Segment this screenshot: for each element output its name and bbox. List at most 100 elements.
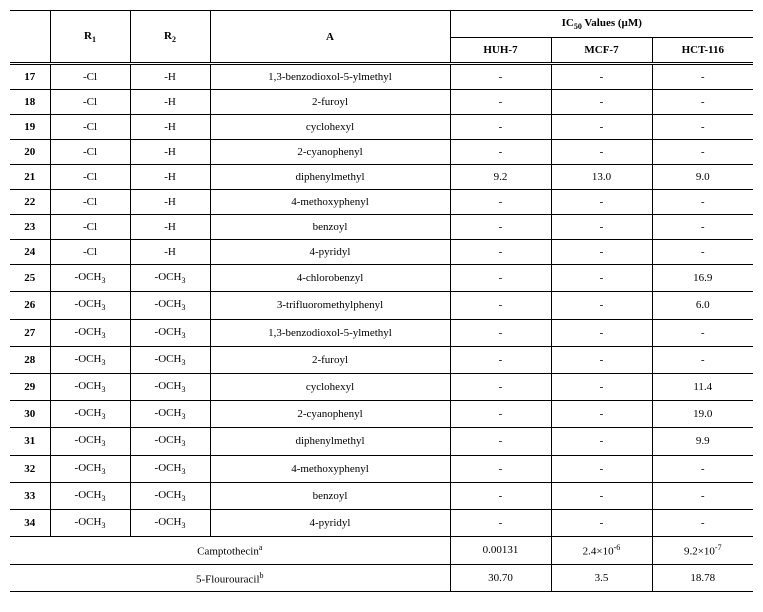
footer-huh7: 0.00131: [450, 537, 551, 565]
col-index: [10, 11, 50, 64]
table-row: 25-OCH3-OCH34-chlorobenzyl--16.9: [10, 265, 753, 292]
row-huh7: -: [450, 401, 551, 428]
row-mcf7: -: [551, 373, 652, 400]
row-hct116: 19.0: [652, 401, 753, 428]
row-id: 23: [10, 215, 50, 240]
row-huh7: -: [450, 428, 551, 455]
row-a: 4-methoxyphenyl: [210, 190, 450, 215]
row-r1: -OCH3: [50, 319, 130, 346]
row-r2: -OCH3: [130, 428, 210, 455]
row-r1: -OCH3: [50, 292, 130, 319]
footer-label: Camptothecina: [10, 537, 450, 565]
row-r2: -OCH3: [130, 401, 210, 428]
row-hct116: 16.9: [652, 265, 753, 292]
table-header: R1 R2 A IC50 Values (µM) HUH-7 MCF-7 HCT…: [10, 11, 753, 64]
row-a: 1,3-benzodioxol-5-ylmethyl: [210, 64, 450, 90]
row-huh7: -: [450, 190, 551, 215]
row-huh7: -: [450, 292, 551, 319]
row-r2: -OCH3: [130, 455, 210, 482]
row-mcf7: -: [551, 115, 652, 140]
row-r2: -OCH3: [130, 292, 210, 319]
row-r2: -OCH3: [130, 265, 210, 292]
ic50-table: R1 R2 A IC50 Values (µM) HUH-7 MCF-7 HCT…: [10, 10, 753, 592]
row-r2: -OCH3: [130, 346, 210, 373]
table-body: 17-Cl-H1,3-benzodioxol-5-ylmethyl---18-C…: [10, 64, 753, 592]
row-mcf7: 13.0: [551, 165, 652, 190]
row-id: 20: [10, 140, 50, 165]
row-a: 1,3-benzodioxol-5-ylmethyl: [210, 319, 450, 346]
table-row: 21-Cl-Hdiphenylmethyl9.213.09.0: [10, 165, 753, 190]
row-r2: -OCH3: [130, 509, 210, 536]
row-hct116: -: [652, 64, 753, 90]
row-r1: -OCH3: [50, 373, 130, 400]
col-mcf7: MCF-7: [551, 38, 652, 64]
row-r2: -OCH3: [130, 373, 210, 400]
row-hct116: -: [652, 240, 753, 265]
row-huh7: 9.2: [450, 165, 551, 190]
table-row: 23-Cl-Hbenzoyl---: [10, 215, 753, 240]
footer-hct116: 18.78: [652, 564, 753, 592]
row-hct116: -: [652, 190, 753, 215]
row-id: 26: [10, 292, 50, 319]
row-huh7: -: [450, 215, 551, 240]
row-r1: -OCH3: [50, 401, 130, 428]
table-row: 26-OCH3-OCH33-trifluoromethylphenyl--6.0: [10, 292, 753, 319]
table-row: 28-OCH3-OCH32-furoyl---: [10, 346, 753, 373]
row-r2: -OCH3: [130, 482, 210, 509]
row-a: diphenylmethyl: [210, 428, 450, 455]
row-a: 4-methoxyphenyl: [210, 455, 450, 482]
table-row: 22-Cl-H4-methoxyphenyl---: [10, 190, 753, 215]
row-a: 2-cyanophenyl: [210, 401, 450, 428]
row-a: 4-pyridyl: [210, 240, 450, 265]
row-hct116: -: [652, 140, 753, 165]
table-row: 32-OCH3-OCH34-methoxyphenyl---: [10, 455, 753, 482]
row-mcf7: -: [551, 190, 652, 215]
row-a: 4-pyridyl: [210, 509, 450, 536]
row-r2: -H: [130, 64, 210, 90]
table-row: 24-Cl-H4-pyridyl---: [10, 240, 753, 265]
row-mcf7: -: [551, 346, 652, 373]
row-r2: -H: [130, 140, 210, 165]
table-row: 18-Cl-H2-furoyl---: [10, 90, 753, 115]
row-a: 4-chlorobenzyl: [210, 265, 450, 292]
row-mcf7: -: [551, 455, 652, 482]
row-id: 21: [10, 165, 50, 190]
row-hct116: 9.0: [652, 165, 753, 190]
row-mcf7: -: [551, 401, 652, 428]
row-id: 25: [10, 265, 50, 292]
row-r2: -H: [130, 190, 210, 215]
row-r2: -H: [130, 215, 210, 240]
row-huh7: -: [450, 455, 551, 482]
col-r1: R1: [50, 11, 130, 64]
row-huh7: -: [450, 346, 551, 373]
row-mcf7: -: [551, 509, 652, 536]
row-id: 34: [10, 509, 50, 536]
row-r1: -OCH3: [50, 428, 130, 455]
row-r2: -H: [130, 165, 210, 190]
row-r1: -Cl: [50, 240, 130, 265]
row-r1: -Cl: [50, 190, 130, 215]
row-a: 2-furoyl: [210, 90, 450, 115]
row-hct116: 11.4: [652, 373, 753, 400]
row-r1: -Cl: [50, 115, 130, 140]
footer-row: 5-Flourouracilb30.703.518.78: [10, 564, 753, 592]
col-a: A: [210, 11, 450, 64]
row-id: 28: [10, 346, 50, 373]
footer-hct116: 9.2×10-7: [652, 537, 753, 565]
row-mcf7: -: [551, 90, 652, 115]
row-r2: -H: [130, 240, 210, 265]
table-row: 33-OCH3-OCH3benzoyl---: [10, 482, 753, 509]
row-id: 29: [10, 373, 50, 400]
row-r2: -H: [130, 90, 210, 115]
row-mcf7: -: [551, 292, 652, 319]
row-a: 2-furoyl: [210, 346, 450, 373]
row-hct116: 9.9: [652, 428, 753, 455]
row-r1: -Cl: [50, 140, 130, 165]
row-huh7: -: [450, 265, 551, 292]
row-mcf7: -: [551, 428, 652, 455]
row-r1: -Cl: [50, 64, 130, 90]
row-a: benzoyl: [210, 482, 450, 509]
row-id: 22: [10, 190, 50, 215]
row-hct116: -: [652, 115, 753, 140]
row-mcf7: -: [551, 319, 652, 346]
